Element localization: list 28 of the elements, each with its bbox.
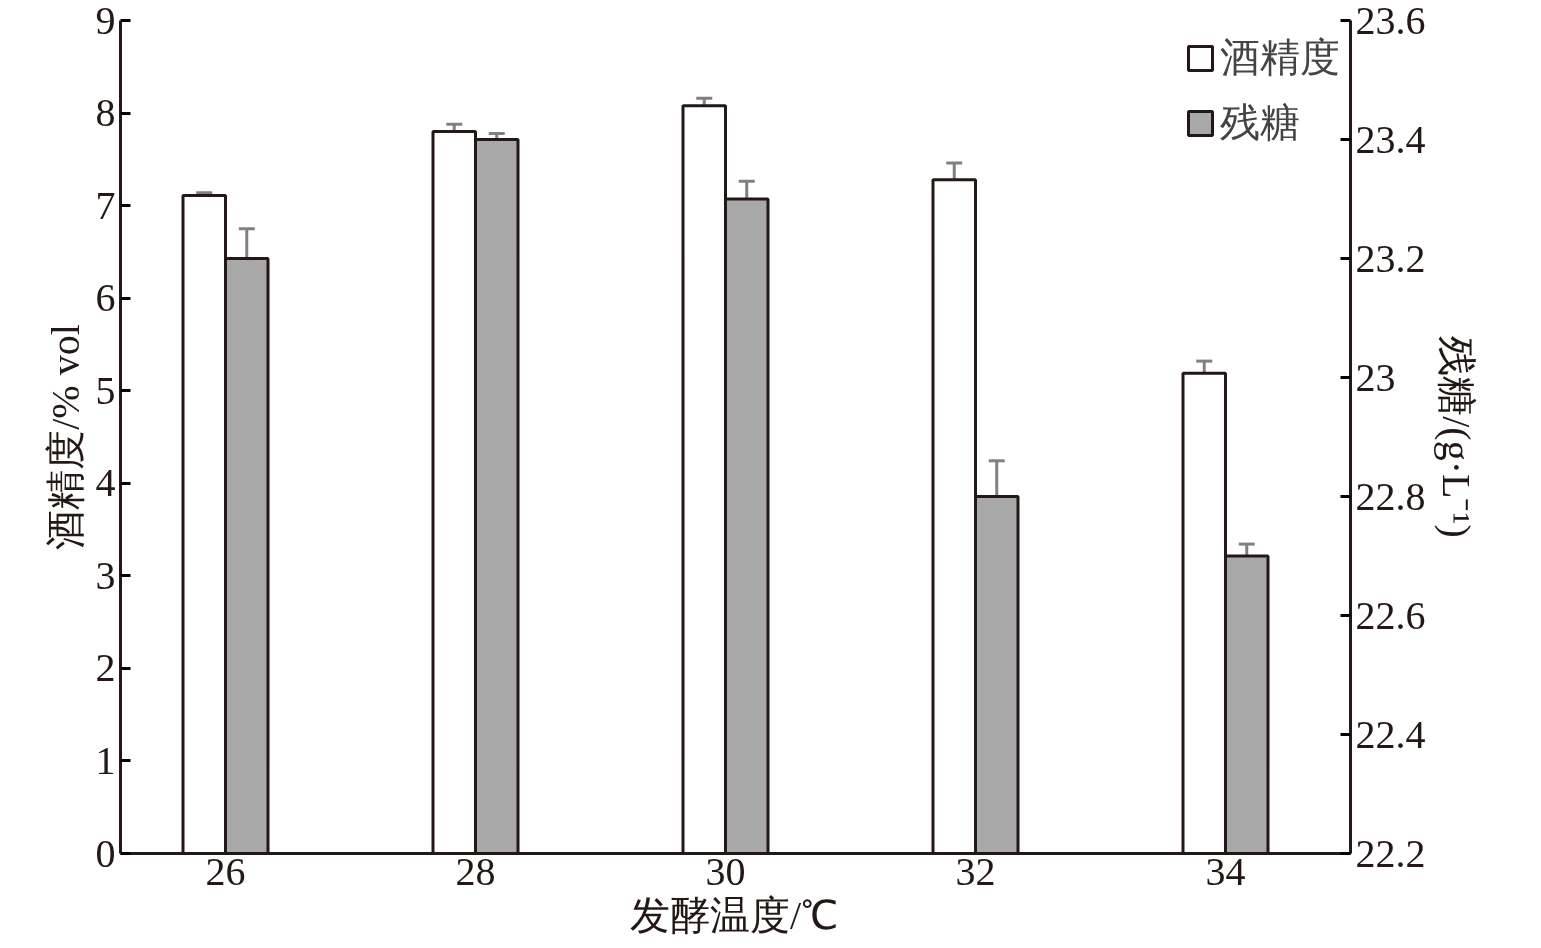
y-tick-label: 0 <box>95 830 116 876</box>
y2-tick-label: 22.8 <box>1355 473 1426 519</box>
y-tick-label: 1 <box>95 737 116 783</box>
x-tick-label: 32 <box>955 848 996 894</box>
y-axis-title: 酒精度/% vol <box>42 324 88 550</box>
y2-tick-label: 22.2 <box>1355 830 1426 876</box>
y-tick-label: 2 <box>95 645 116 691</box>
x-axis-title: 发酵温度/℃ <box>629 892 839 938</box>
x-tick-label: 30 <box>705 848 746 894</box>
y-tick-label: 8 <box>95 90 116 136</box>
y2-axis-title: 残糖/(g·L⁻¹) <box>1433 336 1479 538</box>
y2-tick-label: 22.4 <box>1355 711 1426 757</box>
x-tick-label: 28 <box>455 848 496 894</box>
y-tick-label: 7 <box>95 182 116 228</box>
y2-tick-label: 23.6 <box>1355 0 1426 43</box>
y-tick-label: 6 <box>95 275 116 321</box>
x-tick-label: 26 <box>205 848 246 894</box>
y-tick-label: 3 <box>95 552 116 598</box>
y2-tick-label: 23 <box>1355 354 1396 400</box>
y-tick-label: 9 <box>95 0 116 43</box>
y-tick-label: 4 <box>95 460 116 506</box>
legend-label: 残糖 <box>1220 99 1300 147</box>
x-tick-label: 34 <box>1205 848 1246 894</box>
y-tick-label: 5 <box>95 367 116 413</box>
y2-tick-label: 23.2 <box>1355 235 1426 281</box>
y2-tick-label: 23.4 <box>1355 116 1426 162</box>
y2-tick-label: 22.6 <box>1355 592 1426 638</box>
legend-label: 酒精度 <box>1220 34 1340 82</box>
